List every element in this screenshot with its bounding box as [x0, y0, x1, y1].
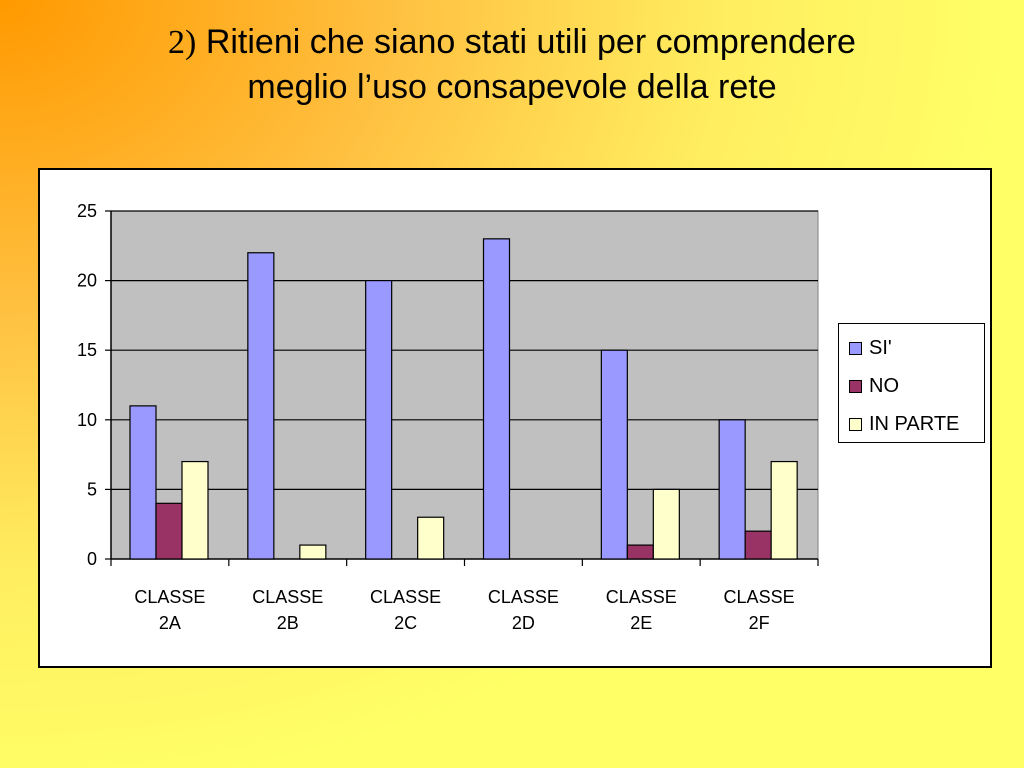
- bar-in-parte: [770, 460, 798, 560]
- chart-legend: SI' NO IN PARTE: [838, 323, 985, 443]
- legend-swatch-si: [849, 341, 862, 355]
- x-tick-label: 2E: [630, 613, 652, 633]
- x-tick-label: 2C: [394, 613, 417, 633]
- x-tick-label: CLASSE: [370, 587, 441, 607]
- plot-area: [110, 210, 819, 560]
- y-tick-label: 20: [77, 271, 97, 291]
- x-tick-label: CLASSE: [724, 587, 795, 607]
- legend-label-no: NO: [869, 374, 899, 397]
- x-tick-label: 2B: [277, 613, 299, 633]
- bar-in-parte: [652, 488, 680, 560]
- legend-swatch-in-parte: [849, 417, 862, 431]
- x-tick-label: 2D: [512, 613, 535, 633]
- bar-no: [744, 530, 772, 560]
- y-tick-label: 15: [77, 340, 97, 360]
- x-tick-label: CLASSE: [252, 587, 323, 607]
- slide-title: 2) Ritieni che siano stati utili per com…: [0, 20, 1024, 109]
- bar-no: [626, 544, 654, 560]
- title-number: 2): [168, 24, 197, 61]
- bar-si: [718, 419, 746, 560]
- title-line-2: meglio l’uso consapevole della rete: [247, 68, 777, 106]
- x-tick-label: 2A: [159, 613, 181, 633]
- y-tick-label: 25: [77, 201, 97, 221]
- legend-label-in-parte: IN PARTE: [869, 412, 960, 435]
- y-tick-label: 0: [87, 549, 97, 569]
- bar-si: [482, 238, 511, 560]
- bar-in-parte: [299, 544, 327, 560]
- x-tick-label: CLASSE: [488, 587, 559, 607]
- bar-in-parte: [417, 516, 445, 560]
- legend-item-si: SI': [849, 337, 892, 359]
- y-tick-label: 5: [87, 479, 97, 499]
- title-text-1: Ritieni che siano stati utili per compre…: [205, 23, 856, 61]
- bar-si: [129, 405, 157, 560]
- bar-in-parte: [181, 460, 209, 560]
- legend-swatch-no: [849, 379, 862, 393]
- y-tick-label: 10: [77, 410, 97, 430]
- bar-no: [155, 502, 183, 560]
- bar-si: [247, 252, 275, 560]
- legend-label-si: SI': [869, 336, 892, 359]
- legend-item-in-parte: IN PARTE: [849, 413, 959, 435]
- bar-si: [600, 349, 628, 560]
- x-tick-label: CLASSE: [134, 587, 205, 607]
- bar-si: [365, 280, 393, 560]
- title-line-1: 2) Ritieni che siano stati utili per com…: [0, 20, 1024, 65]
- x-tick-label: CLASSE: [606, 587, 677, 607]
- legend-item-no: NO: [849, 375, 899, 397]
- x-tick-label: 2F: [749, 613, 770, 633]
